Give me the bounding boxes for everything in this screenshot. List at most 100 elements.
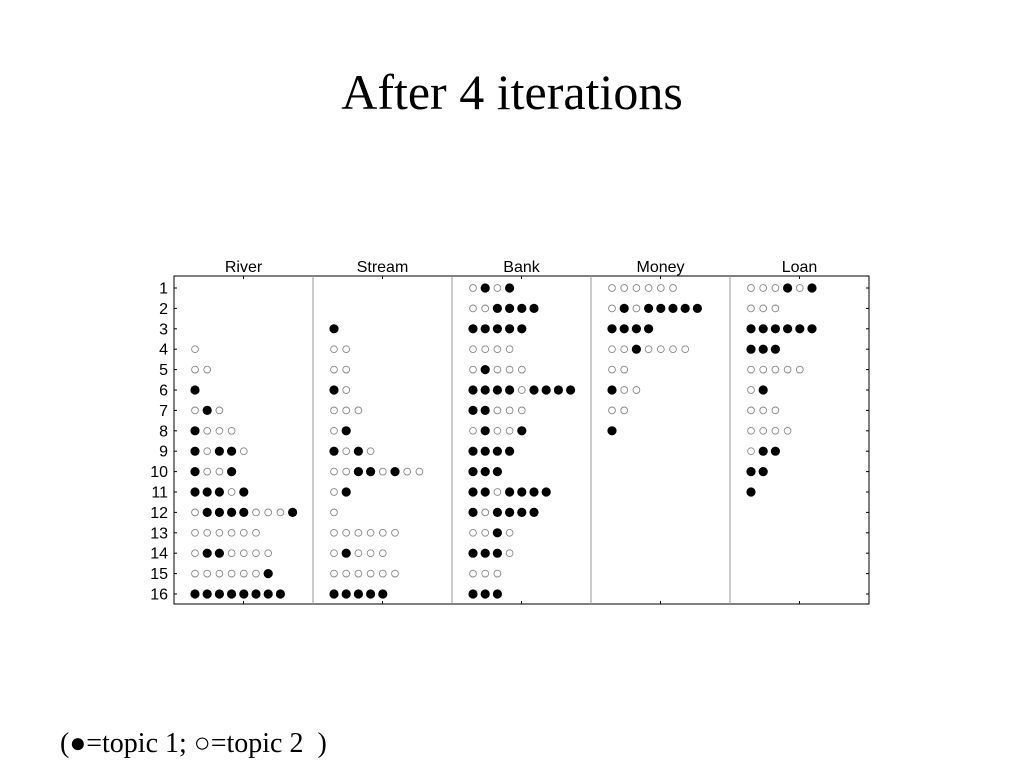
topic2-token bbox=[469, 528, 477, 537]
topic1-token bbox=[644, 324, 654, 334]
topic2-token bbox=[342, 386, 351, 394]
topic1-token bbox=[607, 385, 617, 395]
topic1-token bbox=[619, 303, 629, 313]
topic2-token bbox=[330, 549, 338, 558]
topic2-token bbox=[227, 426, 236, 435]
topic2-token bbox=[505, 528, 514, 537]
row-label: 15 bbox=[150, 566, 168, 583]
topic1-token bbox=[190, 589, 200, 599]
column-label: Loan bbox=[782, 259, 818, 276]
legend: (●=topic 1; ○=topic 2 ) bbox=[60, 728, 327, 759]
topic1-token bbox=[468, 405, 478, 415]
topic2-token bbox=[276, 508, 285, 517]
topic2-token bbox=[203, 528, 212, 537]
topic1-token bbox=[783, 283, 793, 293]
column-label: Money bbox=[636, 259, 684, 276]
row-label: 13 bbox=[150, 525, 168, 542]
row-label: 10 bbox=[150, 464, 168, 481]
topic1-token bbox=[631, 344, 642, 354]
topic2-token bbox=[191, 569, 199, 578]
topic1-token bbox=[746, 467, 756, 477]
topic2-token bbox=[469, 426, 477, 435]
topic2-token bbox=[252, 528, 260, 537]
topic2-token bbox=[354, 528, 363, 537]
topic2-token bbox=[203, 365, 212, 374]
topic1-token bbox=[353, 589, 363, 599]
topic1-token bbox=[214, 487, 224, 497]
row-label: 12 bbox=[150, 505, 168, 522]
topic1-token bbox=[505, 283, 515, 293]
topic2-token bbox=[759, 426, 768, 435]
topic1-token bbox=[329, 385, 339, 395]
topic1-token bbox=[390, 467, 400, 477]
topic2-token bbox=[354, 406, 363, 415]
row-label: 9 bbox=[159, 444, 168, 461]
topic1-token bbox=[468, 589, 478, 599]
topic2-token bbox=[191, 508, 199, 517]
topic2-token bbox=[771, 365, 780, 374]
topic2-token bbox=[517, 406, 526, 415]
topic1-token bbox=[492, 528, 502, 538]
topic2-token bbox=[481, 508, 490, 517]
topic2-token bbox=[330, 488, 338, 496]
topic1-token bbox=[468, 446, 478, 456]
topic1-token bbox=[492, 589, 502, 599]
topic2-token bbox=[469, 345, 477, 354]
topic2-token bbox=[632, 386, 641, 394]
topic1-token bbox=[329, 589, 339, 599]
topic1-token bbox=[492, 446, 502, 456]
topic2-token bbox=[342, 569, 351, 578]
topic2-token bbox=[227, 569, 236, 578]
topic1-token bbox=[468, 385, 478, 395]
topic2-token bbox=[342, 447, 351, 456]
topic1-token bbox=[190, 385, 200, 395]
topic1-token bbox=[505, 324, 515, 334]
topic2-token bbox=[239, 569, 248, 578]
topic2-token bbox=[366, 528, 375, 537]
topic2-token bbox=[656, 284, 665, 292]
topic2-token bbox=[644, 345, 653, 354]
topic2-token bbox=[747, 365, 755, 374]
topic2-token bbox=[330, 508, 338, 517]
topic2-token bbox=[403, 467, 412, 476]
topic2-token bbox=[620, 345, 629, 354]
topic1-token bbox=[770, 324, 781, 334]
topic1-token bbox=[214, 548, 224, 558]
topic1-token bbox=[529, 303, 539, 313]
topic2-token bbox=[493, 365, 502, 374]
topic1-token bbox=[505, 507, 515, 517]
topic2-token bbox=[747, 284, 755, 292]
topic2-token bbox=[203, 426, 212, 435]
topic1-token bbox=[480, 487, 490, 497]
row-label: 2 bbox=[159, 301, 168, 318]
topic2-token bbox=[215, 426, 224, 435]
topic1-token bbox=[227, 589, 237, 599]
topic1-token bbox=[517, 303, 527, 313]
topic1-token bbox=[619, 324, 629, 334]
topic1-token bbox=[505, 385, 515, 395]
topic2-token bbox=[191, 345, 199, 354]
row-label: 11 bbox=[151, 485, 168, 502]
topic1-token bbox=[770, 344, 781, 354]
topic2-token bbox=[620, 406, 629, 415]
topic2-token bbox=[330, 467, 338, 476]
topic1-token bbox=[353, 446, 363, 456]
topic1-token bbox=[807, 283, 817, 293]
topic1-token bbox=[239, 487, 249, 497]
topic1-token bbox=[770, 446, 781, 456]
topic1-token bbox=[566, 385, 576, 395]
topic2-token bbox=[517, 386, 526, 394]
topic2-token bbox=[795, 365, 804, 374]
topic2-token bbox=[493, 569, 502, 578]
topic2-token bbox=[493, 488, 502, 496]
topic1-token bbox=[529, 385, 539, 395]
topic2-token bbox=[330, 345, 338, 354]
topic2-token bbox=[795, 284, 804, 292]
topic1-token bbox=[480, 446, 490, 456]
topic1-token bbox=[214, 446, 224, 456]
topic2-token bbox=[415, 467, 424, 476]
topic1-token bbox=[202, 487, 212, 497]
topic1-token bbox=[190, 467, 200, 477]
topic1-token bbox=[480, 324, 490, 334]
